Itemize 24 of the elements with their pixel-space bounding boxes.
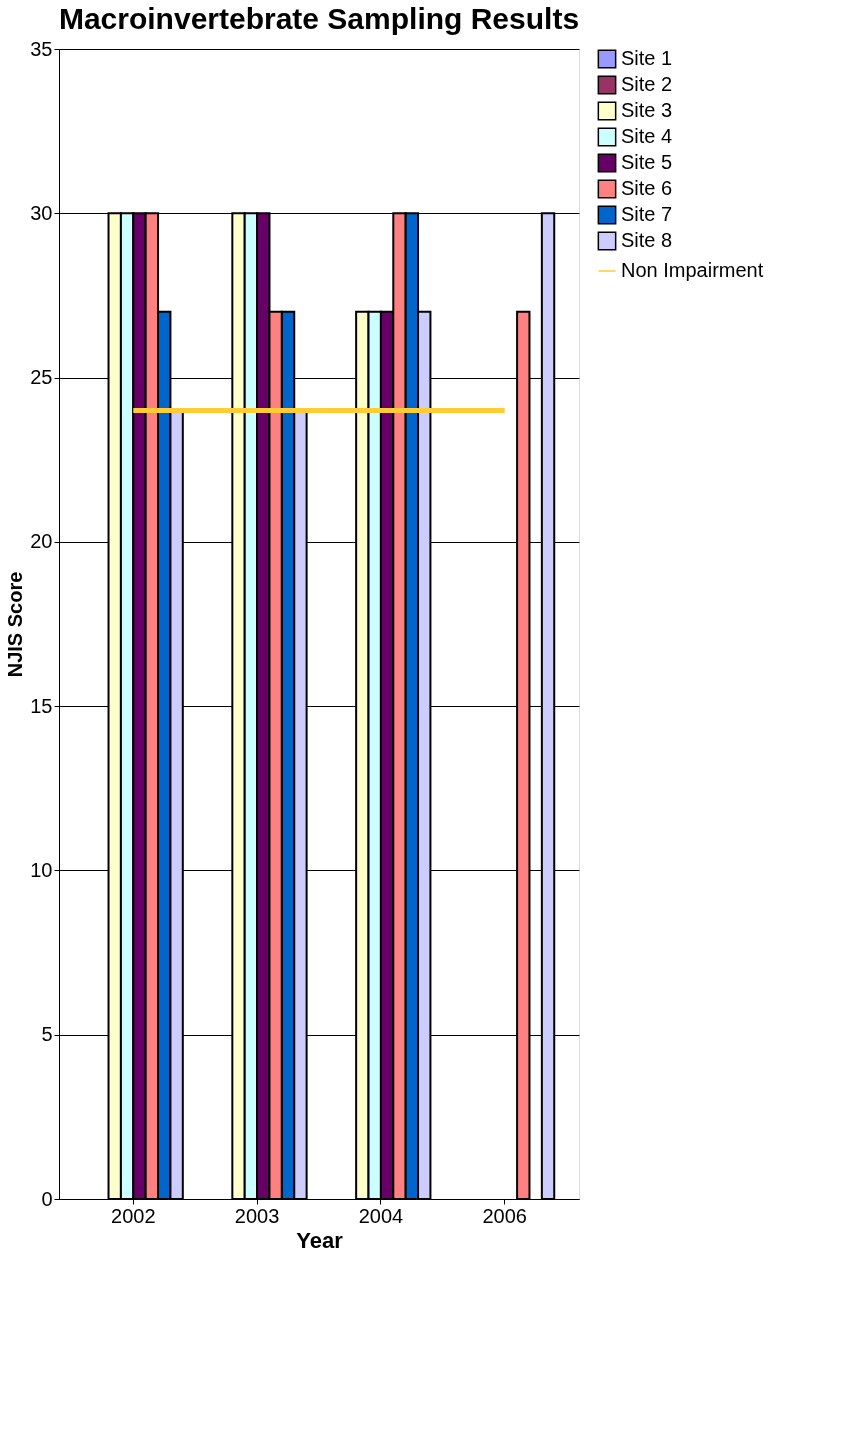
y-tick-label: 25 <box>30 366 53 389</box>
y-tick-label: 30 <box>30 201 53 224</box>
legend-label: Non Impairment <box>621 259 764 281</box>
x-tick-label: 2002 <box>111 1204 156 1227</box>
x-axis-title: Year <box>296 1227 344 1253</box>
y-tick-label: 20 <box>30 530 53 553</box>
y-tick-label: 10 <box>30 858 53 881</box>
legend-label: Site 3 <box>621 99 673 121</box>
y-axis-title: NJIS Score <box>4 571 27 678</box>
x-tick-label: 2006 <box>482 1204 527 1227</box>
legend-label: Site 2 <box>621 73 673 95</box>
legend-label: Site 5 <box>621 151 673 173</box>
y-tick-label: 5 <box>41 1023 53 1046</box>
y-tick-label: 35 <box>30 37 53 60</box>
legend-label: Site 4 <box>621 125 673 147</box>
x-tick-label: 2004 <box>358 1204 404 1227</box>
y-tick-label: 15 <box>30 694 53 717</box>
y-tick-label: 0 <box>41 1187 53 1210</box>
legend-label: Site 8 <box>621 229 673 251</box>
legend-label: Site 7 <box>621 203 673 225</box>
chart-title: Macroinvertebrate Sampling Results <box>58 2 580 35</box>
x-tick-label: 2003 <box>234 1204 280 1227</box>
legend-label: Site 6 <box>621 177 673 199</box>
legend-label: Site 1 <box>621 47 673 69</box>
